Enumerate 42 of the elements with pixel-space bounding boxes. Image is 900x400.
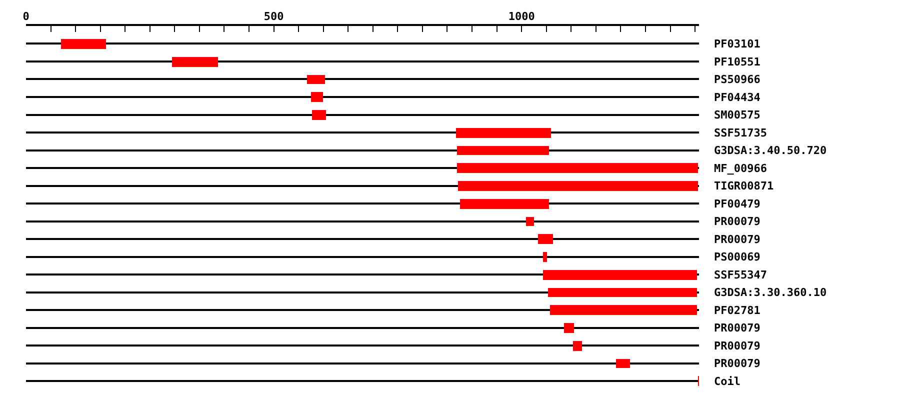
x-tick-label: 1000 [508,10,535,23]
bar [573,340,582,351]
bar [538,234,553,244]
y-tick-label: PF00479 [714,197,760,210]
bar [457,146,549,155]
bar [61,38,106,49]
bar [312,110,326,120]
y-tick-label: SM00575 [714,108,760,122]
y-tick-label: PR00079 [714,215,760,228]
y-tick-label: PF04434 [714,90,761,104]
bar [564,322,574,333]
y-tick-label: MF_00966 [714,162,768,175]
y-tick-label: PR00079 [714,339,760,352]
y-tick-label: PR00079 [714,357,760,370]
bar [543,252,547,262]
bar [457,162,698,173]
y-tick-label: PF02781 [714,304,761,317]
y-tick-label: G3DSA:3.40.50.720 [714,144,827,158]
x-tick-label: 500 [264,10,284,23]
y-tick-label: Coil [714,374,740,388]
bar [311,92,323,102]
y-tick-label: PS00069 [714,250,760,264]
bar [616,358,630,368]
y-tick-label: SSF51735 [714,126,767,140]
bar [548,288,697,297]
bar [550,304,697,315]
bar [460,198,549,209]
y-tick-label: PS50966 [714,73,761,86]
bar [543,270,697,280]
bar [526,216,534,226]
y-tick-label: PR00079 [714,322,760,335]
y-tick-label: PF03101 [714,38,761,51]
y-tick-label: PR00079 [714,232,760,246]
bar [458,180,698,191]
x-tick-label: 0 [22,10,30,23]
bar [456,128,551,138]
bar [307,74,325,84]
y-tick-label: SSF55347 [714,268,767,282]
y-tick-label: TIGR00871 [714,180,774,193]
y-tick-label: PF10551 [714,55,761,68]
bar [172,56,218,67]
y-tick-label: G3DSA:3.30.360.10 [714,286,827,300]
